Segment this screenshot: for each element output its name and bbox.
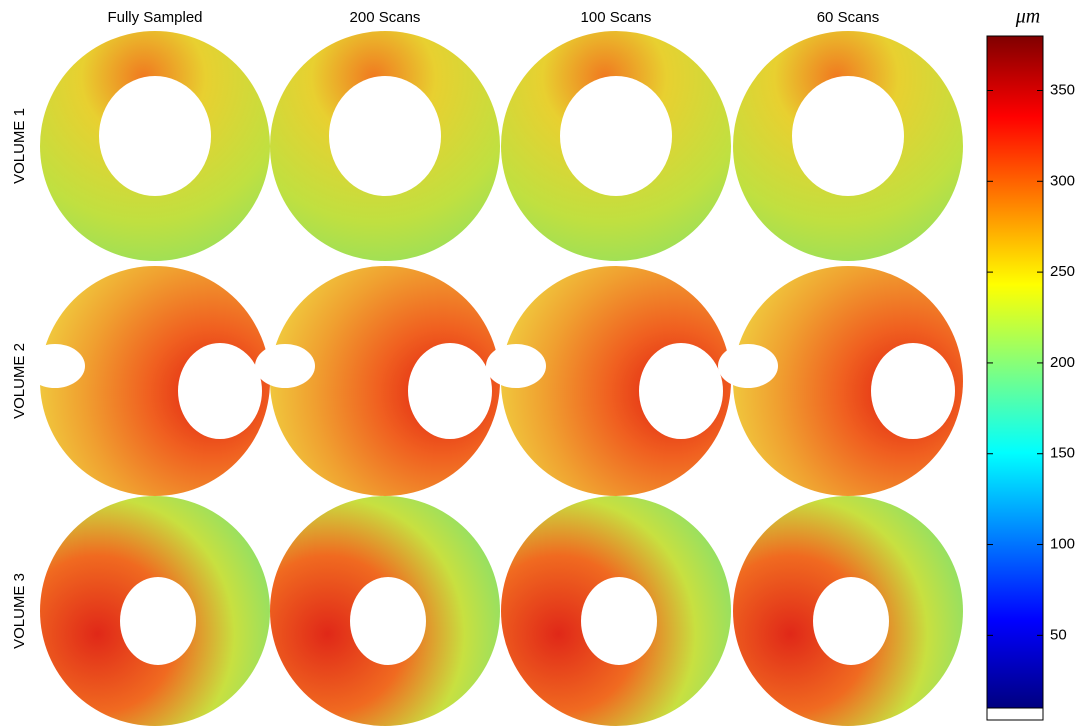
map-hole [639,343,723,439]
map-hole [178,343,262,439]
map-hole [792,76,904,196]
map-hole [871,343,955,439]
colorbar-tick-label: 200 [1050,354,1075,371]
map-hole [486,344,546,388]
map-hole [329,76,441,196]
map-hole [25,344,85,388]
row-label: VOLUME 2 [11,343,28,419]
map-hole [99,76,211,196]
column-title: 100 Scans [581,9,652,26]
map-hole [120,577,196,665]
colorbar [987,36,1043,708]
column-title: 60 Scans [817,9,880,26]
row-label: VOLUME 1 [11,108,28,184]
colorbar-tick-label: 50 [1050,626,1067,643]
panels [25,31,963,726]
colorbar-tick-label: 250 [1050,263,1075,280]
map-hole [408,343,492,439]
map-hole [813,577,889,665]
column-title: Fully Sampled [107,9,202,26]
colorbar-tick-label: 300 [1050,172,1075,189]
map-hole [350,577,426,665]
map-hole [718,344,778,388]
map-hole [560,76,672,196]
colorbar-label: μm [1015,6,1040,28]
map-hole [581,577,657,665]
colorbar-tick-label: 100 [1050,536,1075,553]
colorbar-tick-label: 150 [1050,445,1075,462]
row-label: VOLUME 3 [11,573,28,649]
column-title: 200 Scans [350,9,421,26]
figure: μm Fully Sampled 200 Scans 100 Scans 60 Sca… [0,0,1082,727]
map-hole [255,344,315,388]
colorbar-tick-label: 350 [1050,81,1075,98]
colorbar-empty [987,708,1043,720]
